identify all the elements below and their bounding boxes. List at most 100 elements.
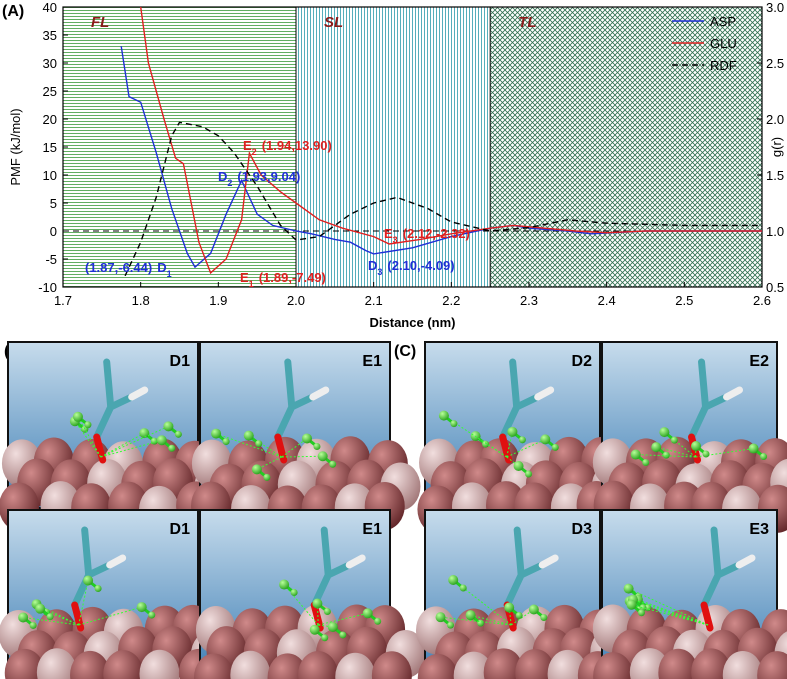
annotation-part: (1.93,9.04) (237, 169, 300, 184)
surface-atom (4, 648, 45, 679)
annotation-part: (1.87,-6.44) (85, 260, 152, 275)
annotation-part: (2.12,-2.32) (403, 226, 470, 241)
water-atom (29, 621, 37, 629)
h-bond (100, 439, 162, 458)
annotation-part: 3 (393, 235, 398, 245)
hydrogen-bond (538, 554, 559, 569)
water-atom (72, 411, 83, 422)
water-atom (327, 621, 338, 632)
water-atom (168, 444, 176, 452)
surface-atom (483, 648, 524, 679)
y-axis-label: PMF (kJ/mol) (8, 108, 23, 185)
water-atom (313, 442, 321, 450)
x-axis-label: Distance (nm) (370, 315, 456, 330)
h-bond (631, 604, 709, 626)
water-atom (651, 442, 662, 453)
annotation-part: 1 (167, 269, 172, 279)
h-bond (78, 580, 89, 626)
legend-label: RDF (710, 58, 737, 73)
water-atom (448, 575, 459, 586)
panel-label: (C) (394, 343, 416, 360)
water-atom (323, 607, 331, 615)
molecule-bond (503, 526, 546, 609)
water-atom (438, 410, 449, 421)
water-atom (450, 420, 458, 428)
surface-atom (193, 653, 234, 679)
region-label: SL (324, 14, 343, 31)
surface-atom (593, 652, 634, 679)
y-tick-label: 0 (50, 224, 57, 239)
x-tick-label: 2.6 (753, 293, 771, 308)
water-atom (329, 460, 337, 468)
oxygen-bond (700, 601, 714, 632)
x-tick-label: 1.7 (54, 293, 72, 308)
water-atom (642, 459, 650, 467)
water-atom (662, 451, 670, 459)
annotation: E2 (1.94,13.90) (243, 138, 332, 157)
hydrogen-bond (128, 386, 149, 401)
annotation-part: D (218, 169, 227, 184)
water-atom (211, 428, 222, 439)
h-bond (628, 588, 709, 626)
annotation-part: E (243, 138, 252, 153)
h-bond (635, 454, 696, 458)
hydrogen-bond (534, 386, 555, 401)
molecule-bond (688, 358, 731, 441)
surface-atom (417, 653, 458, 679)
annotation: E3 (2.12,-2.32) (384, 226, 470, 245)
annotation-part: E (384, 226, 393, 241)
surface-atom (335, 652, 376, 679)
annotation-part: D (368, 258, 377, 273)
y-tick-label: 10 (43, 168, 57, 183)
water-atom (748, 443, 759, 454)
structure-image: E1 (191, 341, 421, 534)
water-atom (243, 430, 254, 441)
water-atom (339, 631, 347, 639)
water-atom (156, 435, 167, 446)
oxygen-bond (310, 601, 324, 632)
water-atom (321, 634, 329, 642)
h-bond (23, 616, 79, 626)
y-tick-label: 40 (43, 0, 57, 15)
x-tick-label: 2.3 (520, 293, 538, 308)
water-atom (374, 617, 382, 625)
water-atom (290, 589, 298, 597)
water-atom (148, 611, 156, 619)
h-bond (78, 606, 142, 626)
x-tick-label: 2.1 (365, 293, 383, 308)
water-atom (459, 584, 467, 592)
annotation-part: D (157, 260, 166, 275)
y2-tick-label: 1.0 (766, 224, 784, 239)
water-atom (630, 449, 641, 460)
hydrogen-bond (345, 554, 366, 569)
molecule-bond (93, 358, 136, 441)
annotation: D3 (2.10,-4.09) (368, 258, 455, 277)
water-atom (513, 461, 524, 472)
water-atom (518, 436, 526, 444)
y-tick-label: 30 (43, 56, 57, 71)
image-label: D3 (572, 521, 593, 538)
annotation-part: 2 (227, 178, 232, 188)
hydrogen-bond (309, 386, 330, 401)
surface-atom (757, 651, 787, 679)
hydrogen-bond (723, 386, 744, 401)
h-bond (281, 438, 308, 458)
water-atom (317, 451, 328, 462)
y-tick-label: 15 (43, 140, 57, 155)
image-label: D1 (170, 353, 191, 370)
annotation: E1 (1.89,-7.49) (240, 270, 326, 289)
h-bond (470, 614, 512, 626)
y-tick-label: 35 (43, 28, 57, 43)
water-atom (551, 443, 559, 451)
x-tick-label: 2.0 (287, 293, 305, 308)
structure-image: E3 (592, 509, 787, 679)
y2-tick-label: 2.0 (766, 112, 784, 127)
region (63, 7, 296, 287)
molecule-bond (700, 526, 743, 609)
water-atom (362, 608, 373, 619)
water-atom (301, 433, 312, 444)
water-atom (312, 598, 323, 609)
annotation-part: 1 (249, 279, 254, 289)
y-tick-label: -5 (45, 252, 57, 267)
